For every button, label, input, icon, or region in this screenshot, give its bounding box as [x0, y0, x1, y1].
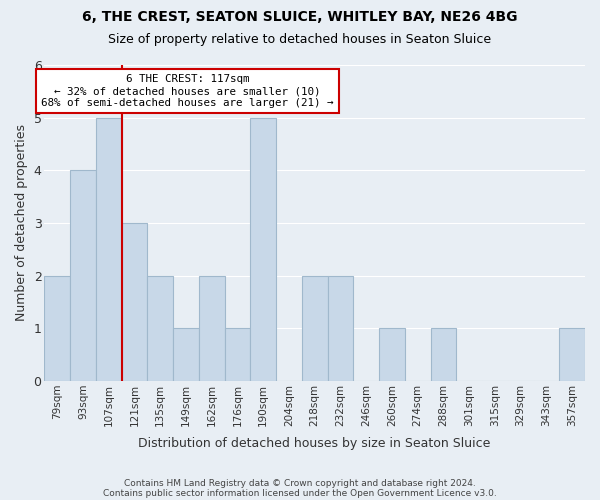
- Bar: [250, 118, 276, 381]
- Bar: [199, 276, 224, 381]
- Text: Contains public sector information licensed under the Open Government Licence v3: Contains public sector information licen…: [103, 488, 497, 498]
- Y-axis label: Number of detached properties: Number of detached properties: [15, 124, 28, 322]
- Bar: [302, 276, 328, 381]
- Bar: [328, 276, 353, 381]
- Bar: [431, 328, 456, 381]
- Bar: [379, 328, 405, 381]
- Bar: [173, 328, 199, 381]
- X-axis label: Distribution of detached houses by size in Seaton Sluice: Distribution of detached houses by size …: [139, 437, 491, 450]
- Bar: [148, 276, 173, 381]
- Text: Size of property relative to detached houses in Seaton Sluice: Size of property relative to detached ho…: [109, 32, 491, 46]
- Text: 6 THE CREST: 117sqm
← 32% of detached houses are smaller (10)
68% of semi-detach: 6 THE CREST: 117sqm ← 32% of detached ho…: [41, 74, 334, 108]
- Bar: [559, 328, 585, 381]
- Text: Contains HM Land Registry data © Crown copyright and database right 2024.: Contains HM Land Registry data © Crown c…: [124, 478, 476, 488]
- Bar: [224, 328, 250, 381]
- Bar: [44, 276, 70, 381]
- Bar: [96, 118, 122, 381]
- Bar: [122, 223, 148, 381]
- Text: 6, THE CREST, SEATON SLUICE, WHITLEY BAY, NE26 4BG: 6, THE CREST, SEATON SLUICE, WHITLEY BAY…: [82, 10, 518, 24]
- Bar: [70, 170, 96, 381]
